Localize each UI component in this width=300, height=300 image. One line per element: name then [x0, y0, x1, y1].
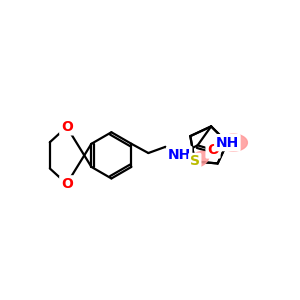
Text: NH: NH — [216, 136, 239, 150]
Text: O: O — [207, 143, 219, 157]
Text: O: O — [61, 177, 73, 191]
Ellipse shape — [190, 151, 209, 167]
Ellipse shape — [220, 134, 248, 151]
Text: NH: NH — [167, 148, 191, 162]
Text: S: S — [190, 154, 200, 168]
Text: O: O — [61, 120, 73, 134]
